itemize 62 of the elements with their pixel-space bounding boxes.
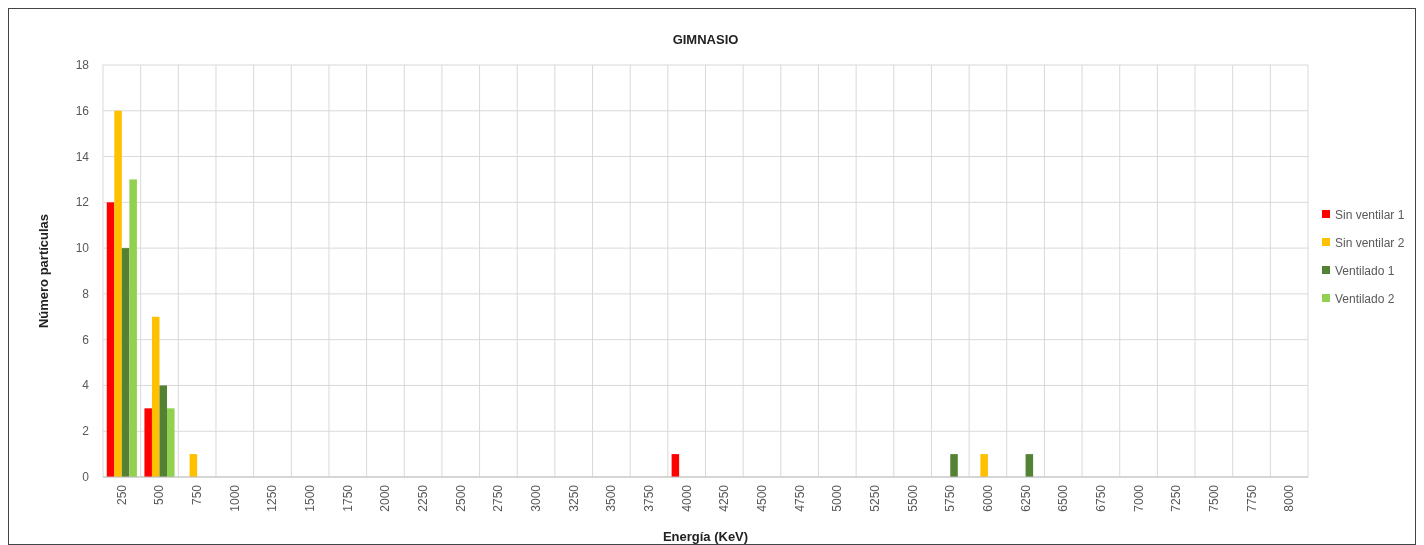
x-tick-label: 6250: [1018, 484, 1033, 512]
x-tick-label: 1000: [227, 484, 242, 512]
chart-title: GIMNASIO: [672, 32, 739, 47]
x-tick-label: 5250: [867, 484, 882, 512]
y-tick-label: 10: [75, 241, 90, 256]
y-tick-label: 2: [82, 424, 90, 439]
x-tick-label: 3500: [604, 484, 619, 512]
x-tick-label: 2000: [378, 484, 393, 512]
x-axis-title: Energía (KeV): [662, 529, 749, 544]
x-tick-label: 5000: [830, 484, 845, 512]
x-tick-label: 5500: [905, 484, 920, 512]
x-tick-label: 250: [114, 484, 129, 506]
bar: [106, 202, 115, 477]
x-tick-label: 4000: [679, 484, 694, 512]
legend-label: Ventilado 1: [1335, 264, 1395, 278]
x-tick-label: 1250: [265, 484, 280, 512]
y-tick-label: 18: [75, 58, 90, 72]
x-tick-label: 5750: [943, 484, 958, 512]
bar: [121, 248, 130, 477]
legend-label: Sin ventilar 1: [1335, 208, 1405, 222]
bar: [1025, 454, 1034, 477]
bar: [159, 385, 168, 477]
y-tick-label: 6: [82, 332, 90, 347]
x-tick-label: 4250: [717, 484, 732, 512]
x-tick-label: 6750: [1093, 484, 1108, 512]
x-tick-label: 7250: [1169, 484, 1184, 512]
x-tick-label: 3750: [642, 484, 657, 512]
x-tick-label: 2250: [416, 484, 431, 512]
y-tick-label: 12: [75, 195, 90, 210]
bar: [114, 110, 122, 477]
x-tick-label: 750: [190, 484, 205, 506]
bar: [950, 454, 958, 477]
x-tick-label: 1750: [340, 484, 355, 512]
x-tick-label: 6000: [980, 484, 995, 512]
x-tick-label: 6500: [1056, 484, 1071, 512]
x-tick-label: 8000: [1282, 484, 1297, 512]
y-tick-label: 16: [75, 103, 90, 118]
bar: [189, 454, 198, 477]
y-tick-label: 8: [82, 286, 90, 301]
bar: [129, 179, 137, 477]
x-tick-label: 1500: [303, 484, 318, 512]
x-tick-label: 4500: [754, 484, 769, 512]
y-tick-label: 14: [75, 149, 90, 164]
y-axis-title: Número partículas: [36, 213, 51, 329]
x-tick-label: 2750: [491, 484, 506, 512]
x-tick-label: 2500: [453, 484, 468, 512]
y-tick-label: 4: [82, 378, 90, 393]
x-tick-label: 7000: [1131, 484, 1146, 512]
bar: [167, 408, 175, 477]
legend-label: Ventilado 2: [1335, 292, 1395, 306]
bar: [980, 454, 988, 477]
x-tick-label: 3250: [566, 484, 581, 512]
x-tick-label: 500: [152, 484, 167, 506]
x-tick-label: 7500: [1206, 484, 1221, 512]
legend-label: Sin ventilar 2: [1335, 236, 1405, 250]
bar: [671, 454, 680, 477]
bar: [151, 316, 160, 477]
x-tick-label: 3000: [529, 484, 544, 512]
bar: [144, 408, 152, 477]
y-tick-label: 0: [82, 470, 90, 484]
x-tick-label: 7750: [1244, 484, 1259, 512]
x-tick-label: 4750: [792, 484, 807, 512]
